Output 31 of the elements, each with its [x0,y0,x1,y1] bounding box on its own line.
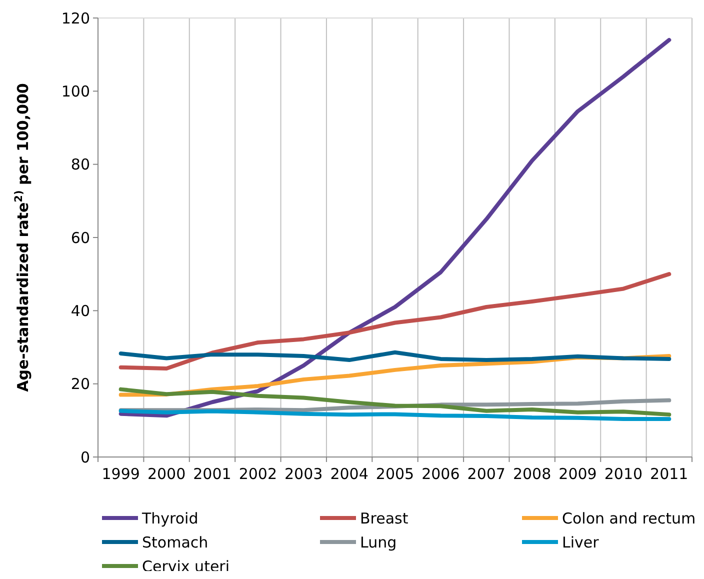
line-series [118,38,672,418]
y-tick-label: 120 [61,9,90,28]
x-tick-label: 2009 [558,465,597,483]
y-tick-label: 20 [70,375,90,394]
legend-label: Lung [360,533,397,552]
legend-label: Thyroid [141,509,198,528]
y-tick-label: 80 [70,156,90,174]
x-tick-label: 2011 [650,465,688,483]
x-tick-label: 1999 [102,465,140,483]
legend-label: Stomach [142,533,208,552]
line-series [118,272,672,370]
x-tick-label: 2010 [604,465,643,483]
x-tick-label: 2002 [238,465,278,483]
x-tick-label: 2005 [376,465,414,483]
y-tick-label: 100 [61,82,90,100]
y-tick-label: 0 [80,448,90,466]
y-tick-label: 40 [70,302,90,320]
y-tick-label: 60 [70,228,90,247]
x-tick-label: 2001 [193,465,232,483]
line-series [118,350,672,362]
x-tick-label: 2008 [512,465,552,483]
x-tick-label: 2007 [467,465,506,483]
legend-label: Liver [562,533,600,552]
legend-label: Breast [360,509,408,528]
legend-label: Colon and rectum [562,509,696,528]
x-tick-label: 2003 [284,465,323,483]
x-tick-label: 2004 [330,465,368,483]
x-tick-label: 2006 [422,465,460,483]
line-series [118,387,672,417]
line-series [118,408,672,421]
x-tick-label: 2000 [147,465,186,483]
